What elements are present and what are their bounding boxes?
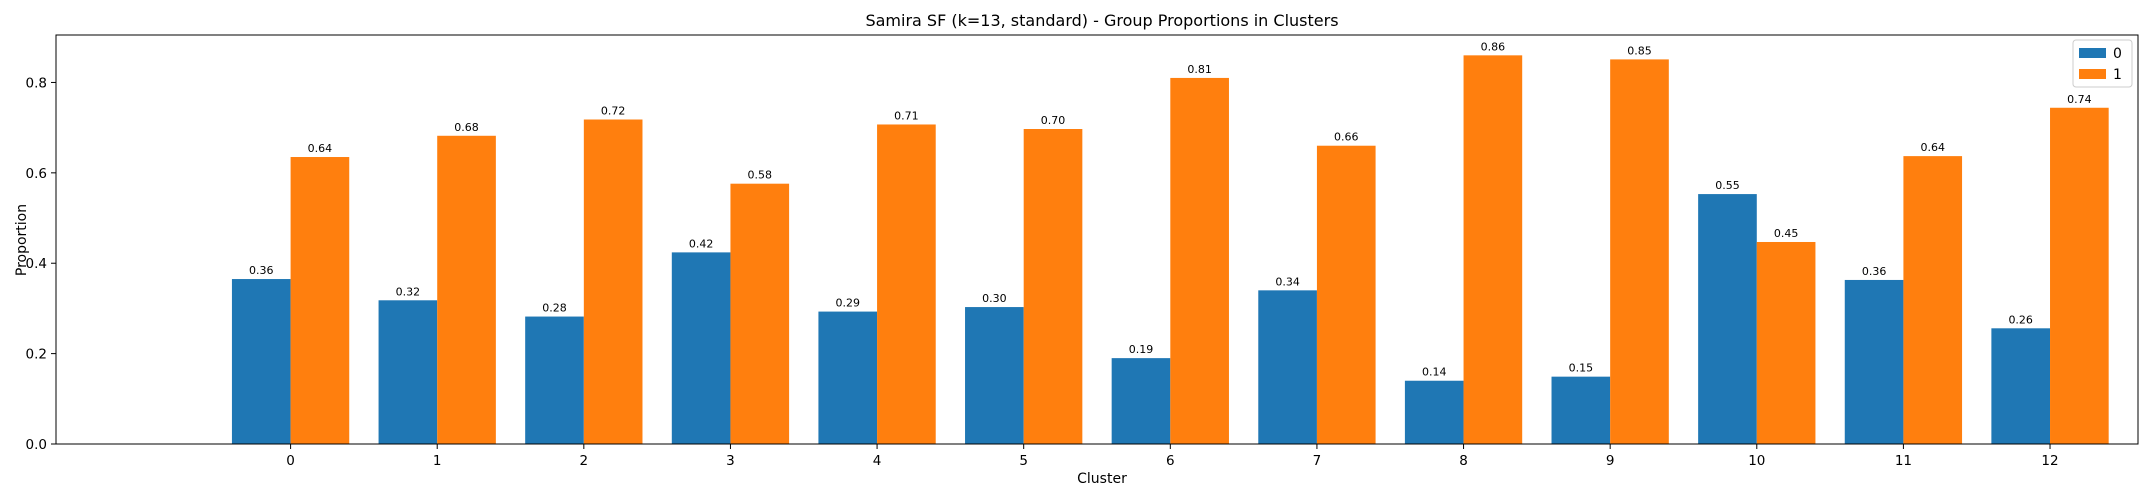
bar-group-1-cluster-0 (290, 157, 350, 444)
bar-value-label: 0.14 (1422, 366, 1447, 379)
x-tick-label: 3 (726, 453, 735, 469)
bar-group-0-cluster-6 (1111, 358, 1171, 444)
bar-group-1-cluster-1 (437, 135, 496, 444)
legend-swatch-group-0 (2079, 48, 2106, 58)
y-tick-label: 0.0 (26, 437, 47, 453)
bar-value-label: 0.74 (2067, 93, 2092, 106)
bar-group-0-cluster-7 (1258, 290, 1317, 444)
bar-group-1-cluster-2 (583, 119, 643, 444)
bar-group-0-cluster-8 (1404, 380, 1464, 444)
x-tick-label: 8 (1459, 453, 1468, 469)
bar-group-1-cluster-12 (2050, 107, 2109, 444)
bar-value-label: 0.68 (454, 121, 479, 134)
bar-group-0-cluster-1 (378, 300, 438, 444)
bar-value-label: 0.42 (689, 237, 714, 250)
y-tick-label: 0.8 (26, 75, 47, 91)
bar-group-1-cluster-7 (1316, 145, 1376, 444)
bar-group-0-cluster-4 (818, 311, 878, 444)
bar-value-label: 0.72 (601, 105, 626, 118)
y-tick-label: 0.4 (26, 256, 47, 272)
bar-value-label: 0.30 (982, 292, 1007, 305)
legend-frame (2072, 39, 2133, 88)
x-tick-label: 9 (1606, 453, 1615, 469)
bar-group-0-cluster-9 (1551, 376, 1611, 444)
y-axis-label: Proportion (14, 204, 30, 276)
bar-group-1-cluster-10 (1756, 241, 1816, 444)
x-tick-label: 6 (1166, 453, 1175, 469)
x-tick-label: 10 (1748, 453, 1765, 469)
x-tick-label: 7 (1313, 453, 1322, 469)
x-tick-label: 0 (286, 453, 295, 469)
bars-layer (231, 55, 2109, 445)
bar-group-0-cluster-11 (1844, 279, 1904, 444)
bar-value-label: 0.26 (2008, 313, 2033, 326)
x-axis: 0 1 2 3 4 5 6 7 8 9 10 11 12 (286, 444, 2059, 469)
x-tick-label: 1 (433, 453, 442, 469)
bar-group-1-cluster-3 (730, 183, 790, 444)
bar-value-label: 0.34 (1275, 275, 1300, 288)
bar-group-0-cluster-5 (965, 307, 1024, 444)
bar-group-1-cluster-6 (1170, 77, 1229, 445)
legend-label-group-1: 1 (2113, 67, 2122, 83)
legend: 0 1 (2072, 39, 2133, 88)
bar-value-label: 0.45 (1774, 227, 1799, 240)
bar-value-label: 0.70 (1041, 114, 1066, 127)
bar-value-label: 0.66 (1334, 131, 1359, 144)
y-tick-label: 0.2 (26, 347, 47, 363)
x-tick-label: 12 (2041, 453, 2058, 469)
bar-group-0-cluster-0 (231, 279, 291, 444)
bar-value-label: 0.64 (308, 142, 333, 155)
bar-group-0-cluster-2 (525, 316, 584, 444)
legend-swatch-group-1 (2079, 69, 2106, 79)
bar-value-label: 0.64 (1920, 141, 1945, 154)
x-tick-label: 11 (1895, 453, 1912, 469)
bar-group-0-cluster-10 (1698, 194, 1757, 444)
bar-value-label: 0.85 (1627, 44, 1652, 57)
bar-value-label: 0.36 (1862, 265, 1887, 278)
bar-group-1-cluster-9 (1610, 59, 1669, 445)
legend-label-group-0: 0 (2113, 46, 2122, 62)
bar-value-label: 0.29 (836, 297, 861, 310)
x-tick-label: 4 (873, 453, 882, 469)
bar-value-label: 0.55 (1715, 179, 1740, 192)
bar-group-1-cluster-11 (1903, 156, 1963, 444)
plot-area-frame (55, 34, 2139, 445)
bar-group-0-cluster-3 (671, 252, 731, 444)
bar-value-label: 0.81 (1187, 63, 1212, 76)
x-tick-label: 2 (580, 453, 589, 469)
y-axis: 0.0 0.2 0.4 0.6 0.8 (26, 75, 56, 453)
chart-title: Samira SF (k=13, standard) - Group Propo… (865, 11, 1338, 30)
bar-group-1-cluster-8 (1463, 55, 1523, 445)
bar-value-label: 0.32 (396, 285, 421, 298)
bar-value-label: 0.58 (748, 169, 773, 182)
bar-value-label: 0.86 (1481, 40, 1506, 53)
bar-value-label: 0.36 (249, 264, 274, 277)
bar-value-label: 0.71 (894, 109, 919, 122)
bar-group-1-cluster-4 (877, 124, 936, 444)
bar-group-0-cluster-12 (1991, 328, 2051, 444)
bar-value-label: 0.19 (1129, 343, 1154, 356)
value-labels-layer: 0.36 0.64 0.32 0.68 0.28 0.72 0.42 0.58 0.29 0.71… (249, 40, 2092, 378)
bar-value-label: 0.15 (1569, 362, 1594, 375)
bar-group-1-cluster-5 (1023, 129, 1083, 444)
y-tick-label: 0.6 (26, 166, 47, 182)
x-tick-label: 5 (1019, 453, 1028, 469)
x-axis-label: Cluster (1077, 471, 1127, 487)
bar-value-label: 0.28 (542, 302, 567, 315)
